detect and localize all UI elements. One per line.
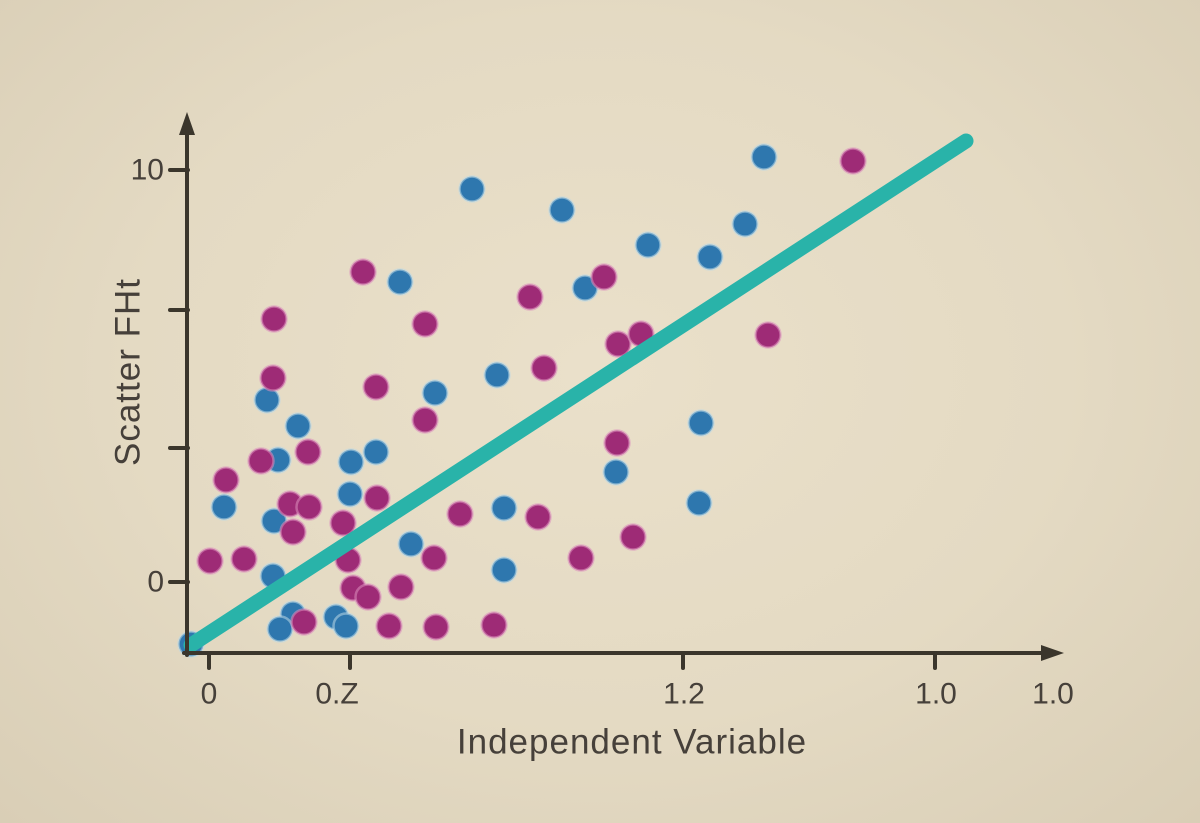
- scatter-point-blue: [386, 268, 414, 296]
- scatter-point-magenta: [604, 330, 632, 358]
- scatter-point-magenta: [247, 447, 275, 475]
- scatter-point-blue: [687, 409, 715, 437]
- scatter-point-magenta: [363, 484, 391, 512]
- scatter-point-blue: [490, 556, 518, 584]
- scatter-point-blue: [483, 361, 511, 389]
- scatter-point-magenta: [516, 283, 544, 311]
- scatter-point-blue: [284, 412, 312, 440]
- fit-line: [183, 133, 974, 653]
- scatter-point-magenta: [619, 523, 647, 551]
- scatter-point-magenta: [230, 545, 258, 573]
- scatter-point-magenta: [524, 503, 552, 531]
- scatter-point-magenta: [446, 500, 474, 528]
- scatter-point-magenta: [294, 438, 322, 466]
- scatter-point-blue: [458, 175, 486, 203]
- x-axis-arrowhead: [1041, 645, 1064, 661]
- scatter-point-magenta: [422, 613, 450, 641]
- y-axis-title: Scatter FHt: [109, 278, 148, 466]
- scatter-point-magenta: [567, 544, 595, 572]
- scatter-point-magenta: [279, 518, 307, 546]
- scatter-point-magenta: [212, 466, 240, 494]
- scatter-point-magenta: [259, 364, 287, 392]
- scatter-point-blue: [731, 210, 759, 238]
- scatter-point-magenta: [290, 608, 318, 636]
- scatter-point-magenta: [411, 310, 439, 338]
- y-tick-label: 0: [147, 566, 164, 599]
- scatter-point-magenta: [411, 406, 439, 434]
- scatter-point-magenta: [603, 429, 631, 457]
- y-axis-arrowhead: [179, 112, 195, 135]
- scatter-point-blue: [266, 615, 294, 643]
- x-tick-label: 1.0: [915, 678, 957, 711]
- scatter-point-blue: [332, 612, 360, 640]
- scatter-point-blue: [548, 196, 576, 224]
- y-tick-label: 10: [131, 154, 164, 187]
- scatter-point-blue: [750, 143, 778, 171]
- scatter-point-blue: [337, 448, 365, 476]
- scatter-point-blue: [634, 231, 662, 259]
- x-tick-label: 0.Z: [315, 678, 358, 711]
- scatter-point-magenta: [354, 583, 382, 611]
- scatter-point-magenta: [375, 612, 403, 640]
- x-axis-title: Independent Variable: [457, 723, 807, 762]
- scatter-point-magenta: [480, 611, 508, 639]
- scatter-point-magenta: [387, 573, 415, 601]
- scatter-point-magenta: [754, 321, 782, 349]
- scatter-point-blue: [210, 493, 238, 521]
- scatter-point-magenta: [295, 493, 323, 521]
- x-tick-label: 1.2: [663, 678, 705, 711]
- scatter-point-magenta: [349, 258, 377, 286]
- scatter-point-blue: [490, 494, 518, 522]
- scatter-point-magenta: [590, 263, 618, 291]
- scatter-point-blue: [362, 438, 390, 466]
- x-tick-label: 1.0: [1032, 678, 1074, 711]
- scatter-point-magenta: [196, 547, 224, 575]
- scatter-point-blue: [397, 530, 425, 558]
- scatter-point-magenta: [362, 373, 390, 401]
- scatter-point-blue: [602, 458, 630, 486]
- scatter-point-magenta: [420, 544, 448, 572]
- scatter-point-blue: [336, 480, 364, 508]
- scatter-point-blue: [696, 243, 724, 271]
- scatter-point-magenta: [530, 354, 558, 382]
- scatter-point-magenta: [839, 147, 867, 175]
- scatter-point-magenta: [329, 509, 357, 537]
- scatter-point-blue: [685, 489, 713, 517]
- x-tick-label: 0: [201, 678, 218, 711]
- scatter-point-blue: [421, 379, 449, 407]
- scatter-point-magenta: [260, 305, 288, 333]
